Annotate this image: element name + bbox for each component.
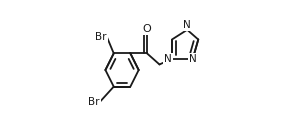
Text: N: N [189, 54, 197, 64]
Text: N: N [183, 20, 191, 30]
Text: N: N [164, 54, 172, 64]
Text: Br: Br [88, 97, 100, 107]
Text: O: O [143, 24, 151, 34]
Text: Br: Br [95, 32, 107, 42]
